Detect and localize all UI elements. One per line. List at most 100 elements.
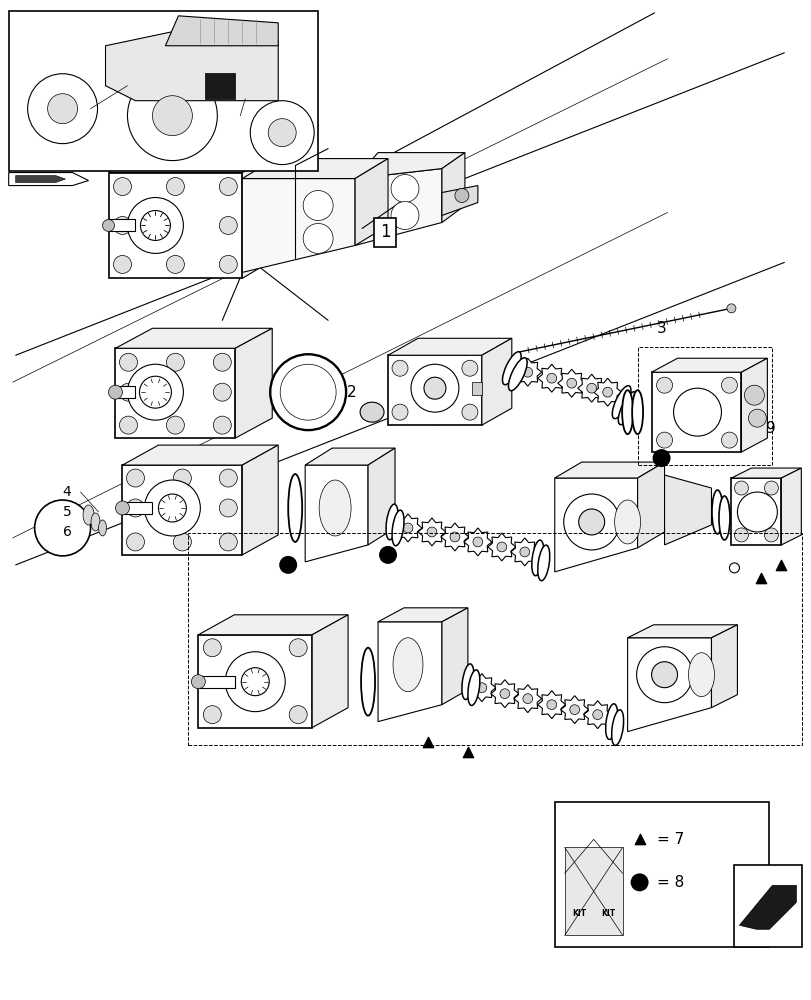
Point — [754, 570, 767, 586]
Circle shape — [241, 668, 269, 696]
Polygon shape — [537, 364, 565, 392]
Polygon shape — [554, 462, 663, 478]
Circle shape — [289, 706, 307, 724]
Polygon shape — [242, 179, 354, 272]
Bar — [188, 533, 801, 745]
Polygon shape — [418, 518, 445, 546]
Circle shape — [392, 360, 407, 376]
Ellipse shape — [531, 540, 543, 576]
Circle shape — [391, 175, 418, 203]
Ellipse shape — [688, 653, 714, 697]
Text: KIT: KIT — [572, 909, 586, 918]
Circle shape — [391, 202, 418, 229]
Polygon shape — [115, 348, 235, 438]
Polygon shape — [115, 386, 135, 398]
Circle shape — [726, 304, 735, 313]
Polygon shape — [663, 475, 710, 545]
Circle shape — [423, 377, 445, 399]
Polygon shape — [9, 173, 88, 186]
Ellipse shape — [611, 386, 630, 419]
Circle shape — [28, 74, 97, 144]
Circle shape — [219, 255, 237, 273]
Circle shape — [213, 416, 231, 434]
Polygon shape — [354, 169, 441, 245]
Circle shape — [602, 387, 611, 397]
Polygon shape — [583, 701, 611, 729]
Circle shape — [144, 480, 200, 536]
Circle shape — [109, 385, 122, 399]
Ellipse shape — [319, 480, 350, 536]
Circle shape — [127, 198, 183, 253]
Circle shape — [522, 694, 532, 704]
Polygon shape — [122, 502, 152, 514]
Ellipse shape — [288, 474, 302, 542]
Polygon shape — [441, 608, 467, 705]
Polygon shape — [15, 176, 66, 183]
Circle shape — [127, 364, 183, 420]
Ellipse shape — [98, 520, 106, 536]
Ellipse shape — [611, 710, 623, 745]
Text: = 8: = 8 — [656, 875, 683, 890]
Polygon shape — [560, 696, 588, 724]
Circle shape — [250, 101, 314, 165]
Text: 2: 2 — [347, 385, 357, 400]
Circle shape — [392, 404, 407, 420]
Circle shape — [127, 469, 144, 487]
Circle shape — [219, 469, 237, 487]
Polygon shape — [205, 73, 235, 99]
Circle shape — [114, 178, 131, 196]
Circle shape — [203, 639, 221, 657]
Polygon shape — [311, 615, 348, 728]
Ellipse shape — [617, 392, 636, 425]
Circle shape — [720, 432, 736, 448]
Circle shape — [546, 373, 556, 383]
Circle shape — [500, 689, 509, 699]
Circle shape — [140, 210, 170, 240]
Circle shape — [736, 492, 776, 532]
Circle shape — [119, 383, 137, 401]
Ellipse shape — [393, 638, 423, 692]
Circle shape — [733, 481, 748, 495]
Ellipse shape — [718, 496, 729, 540]
Circle shape — [472, 537, 483, 547]
Circle shape — [166, 178, 184, 196]
Circle shape — [213, 383, 231, 401]
Circle shape — [566, 378, 576, 388]
Circle shape — [166, 416, 184, 434]
Circle shape — [744, 385, 763, 405]
Circle shape — [166, 353, 184, 371]
Ellipse shape — [361, 648, 375, 716]
Circle shape — [461, 404, 478, 420]
Polygon shape — [710, 625, 736, 708]
Circle shape — [119, 353, 137, 371]
Circle shape — [476, 683, 486, 693]
Circle shape — [586, 383, 596, 393]
Polygon shape — [354, 159, 388, 245]
Circle shape — [496, 542, 506, 552]
Polygon shape — [198, 615, 348, 635]
Polygon shape — [510, 538, 539, 566]
Ellipse shape — [614, 500, 640, 544]
Point — [461, 744, 474, 760]
Circle shape — [102, 219, 114, 231]
Circle shape — [410, 364, 458, 412]
Circle shape — [127, 499, 144, 517]
Polygon shape — [731, 468, 800, 478]
Polygon shape — [481, 338, 511, 425]
Circle shape — [174, 469, 191, 487]
Polygon shape — [305, 448, 394, 465]
Circle shape — [630, 873, 648, 891]
Circle shape — [402, 523, 412, 533]
Polygon shape — [471, 382, 481, 395]
Circle shape — [656, 377, 672, 393]
Circle shape — [449, 532, 459, 542]
Circle shape — [672, 388, 720, 436]
Ellipse shape — [359, 402, 384, 422]
Circle shape — [522, 367, 532, 377]
Circle shape — [174, 533, 191, 551]
Polygon shape — [593, 378, 621, 406]
Polygon shape — [627, 625, 736, 638]
Polygon shape — [740, 358, 766, 452]
Ellipse shape — [537, 545, 549, 581]
Bar — [9, 11, 318, 171]
